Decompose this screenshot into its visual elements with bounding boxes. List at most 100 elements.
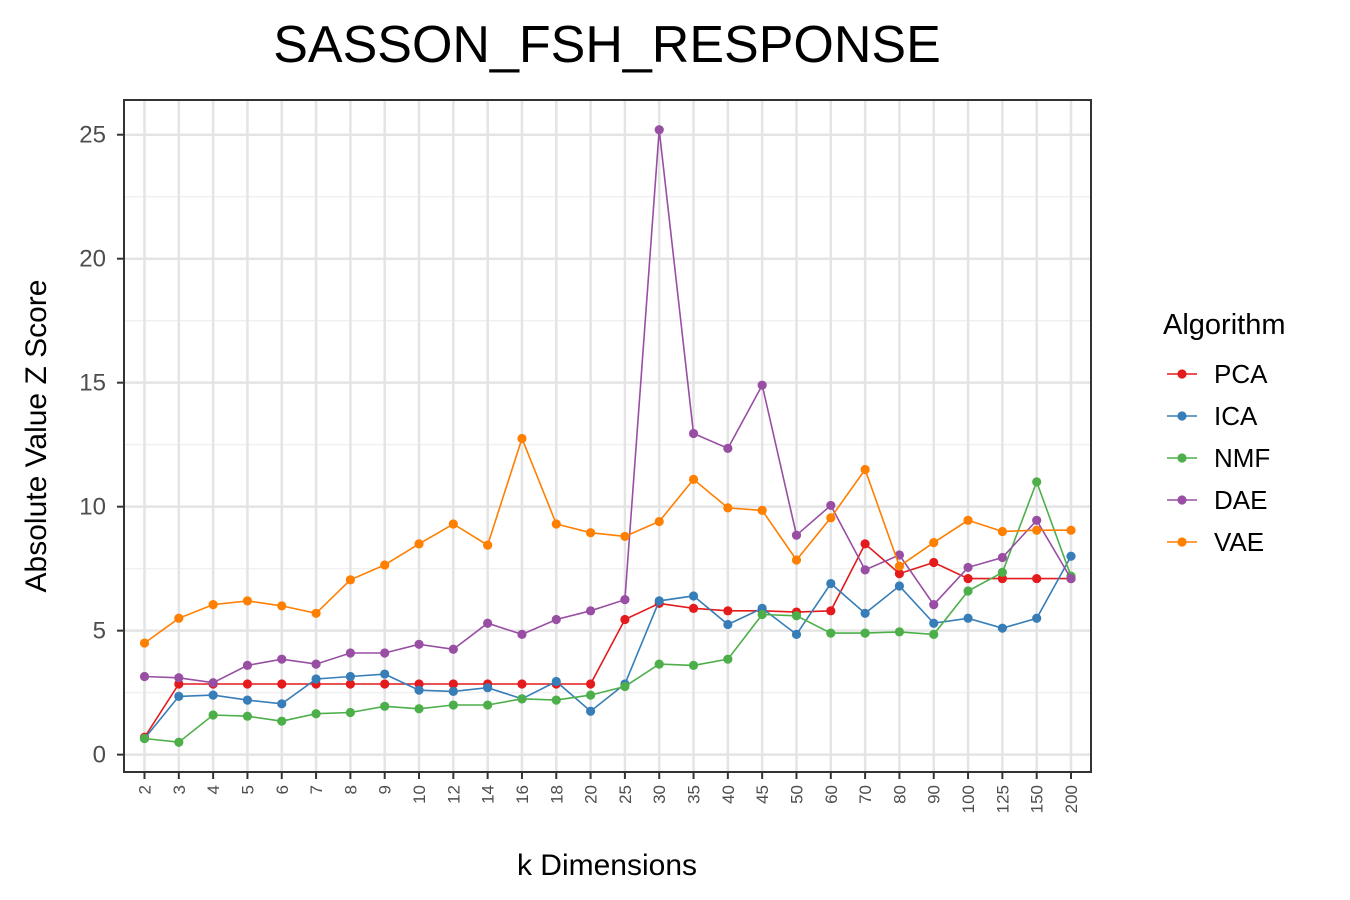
y-tick-label: 10: [79, 494, 106, 521]
data-point-nmf: [757, 609, 767, 620]
data-point-dae: [483, 618, 493, 628]
data-point-ica: [380, 669, 390, 679]
data-point-vae: [1066, 525, 1076, 535]
data-point-dae: [826, 500, 836, 511]
chart-title: SASSON_FSH_RESPONSE: [273, 16, 941, 74]
data-point-nmf: [791, 611, 802, 621]
data-point-dae: [345, 648, 355, 658]
data-point-dae: [894, 550, 905, 560]
x-tick-label: 18: [547, 785, 566, 804]
data-point-nmf: [277, 716, 287, 726]
data-point-dae: [723, 443, 733, 453]
data-point-vae: [277, 601, 287, 611]
data-point-vae: [139, 638, 150, 648]
data-point-pca: [723, 606, 733, 616]
x-tick-label: 150: [1028, 785, 1047, 813]
data-point-ica: [1032, 613, 1042, 623]
data-point-vae: [620, 531, 630, 542]
data-point-vae: [929, 538, 939, 548]
data-point-pca: [380, 679, 390, 689]
data-point-dae: [620, 595, 630, 605]
data-point-nmf: [380, 701, 390, 711]
series-line-nmf: [144, 479, 1072, 744]
legend-label-ica: ICA: [1214, 401, 1258, 431]
data-point-dae: [517, 629, 527, 639]
data-point-nmf: [174, 737, 184, 747]
data-point-dae: [551, 614, 561, 625]
y-tick-label: 20: [79, 246, 106, 273]
legend-label-vae: VAE: [1214, 527, 1264, 557]
data-point-ica: [551, 676, 561, 687]
legend-key-point-ica: [1177, 411, 1187, 421]
legend-items: PCA ICA NMF DAE VAE: [1167, 359, 1270, 557]
x-tick-label: 3: [170, 785, 189, 794]
data-point-dae: [654, 125, 664, 135]
legend-label-pca: PCA: [1214, 359, 1268, 389]
data-point-nmf: [997, 567, 1007, 577]
data-point-ica: [585, 706, 596, 716]
data-point-nmf: [723, 654, 733, 664]
data-point-vae: [345, 575, 355, 585]
legend-key-point-nmf: [1177, 453, 1187, 463]
data-point-pca: [242, 679, 253, 689]
data-point-vae: [517, 433, 527, 444]
x-tick-label: 10: [410, 785, 429, 804]
data-point-dae: [311, 659, 321, 669]
x-tick-label: 2: [136, 785, 155, 794]
x-tick-label: 60: [822, 785, 841, 804]
legend-label-dae: DAE: [1214, 485, 1267, 515]
data-point-vae: [723, 503, 733, 513]
x-tick-label: 9: [376, 785, 395, 794]
legend-title: Algorithm: [1163, 309, 1286, 341]
data-point-vae: [826, 513, 836, 523]
series-line-vae: [144, 436, 1071, 644]
data-point-vae: [654, 516, 664, 527]
x-tick-label: 45: [753, 785, 772, 804]
x-tick-label: 70: [856, 785, 875, 804]
data-point-ica: [414, 685, 424, 695]
data-point-vae: [894, 561, 905, 571]
data-point-ica: [448, 686, 458, 697]
data-point-pca: [894, 569, 905, 579]
data-point-ica: [311, 674, 321, 684]
data-point-pca: [517, 679, 527, 689]
y-tick-label: 0: [93, 742, 106, 769]
data-point-nmf: [345, 707, 355, 718]
data-point-ica: [826, 578, 836, 589]
x-tick-label: 8: [341, 785, 360, 794]
data-point-dae: [414, 639, 424, 649]
series-line-ica: [143, 555, 1072, 740]
data-point-ica: [174, 691, 184, 701]
data-point-dae: [1032, 515, 1042, 525]
data-point-vae: [860, 464, 870, 475]
data-point-nmf: [139, 733, 150, 744]
data-point-dae: [997, 552, 1007, 563]
y-tick-label: 5: [93, 618, 106, 645]
data-point-ica: [997, 623, 1007, 633]
data-point-nmf: [483, 700, 493, 710]
data-point-dae: [929, 600, 939, 610]
data-point-nmf: [963, 586, 973, 596]
x-tick-label: 25: [616, 785, 635, 804]
data-point-ica: [929, 618, 939, 628]
data-point-dae: [757, 380, 767, 390]
data-point-pca: [929, 557, 939, 568]
data-point-vae: [963, 515, 973, 525]
data-point-pca: [688, 603, 699, 613]
x-tick-label: 16: [513, 785, 532, 804]
data-point-vae: [997, 526, 1007, 537]
data-point-vae: [585, 528, 596, 538]
x-tick-label: 30: [650, 785, 669, 804]
data-point-dae: [174, 673, 184, 683]
data-point-pca: [345, 679, 355, 689]
x-tick-label: 35: [685, 785, 704, 804]
x-tick-label: 80: [890, 785, 909, 804]
data-point-ica: [791, 629, 802, 639]
data-point-ica: [894, 581, 905, 591]
data-point-vae: [483, 540, 493, 550]
legend-label-nmf: NMF: [1214, 443, 1270, 473]
x-tick-label: 4: [204, 785, 223, 794]
data-point-dae: [585, 606, 596, 616]
data-point-vae: [1032, 525, 1042, 535]
